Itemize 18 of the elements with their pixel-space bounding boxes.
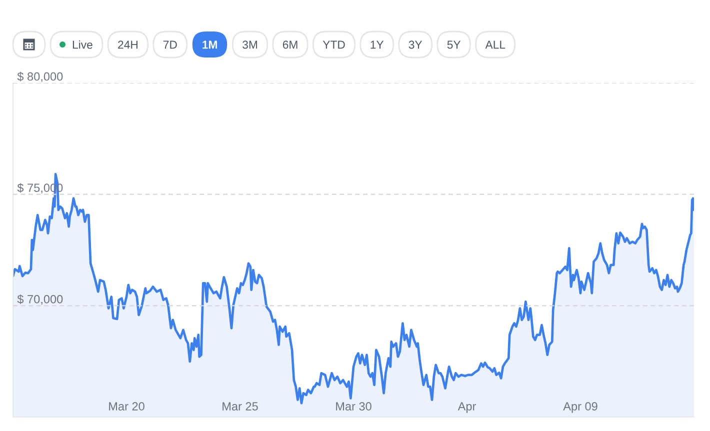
text: 5Y (447, 40, 461, 49)
y-tick-label: $ 70,000 (17, 294, 63, 305)
x-tick-label: Mar 20 (109, 402, 144, 410)
x-tick-label: Apr 09 (563, 402, 598, 413)
x-tick-label: Mar 30 (336, 402, 372, 410)
text: 1Y (370, 40, 384, 49)
y-tick-label: $ 80,000 (17, 72, 63, 82)
text: Live (72, 40, 92, 49)
text: 7D (163, 40, 177, 49)
text: 3Y (408, 40, 422, 49)
text: 3M (242, 40, 258, 49)
text: YTD (322, 40, 345, 49)
x-tick-label: Apr (458, 402, 476, 413)
text: ALL (485, 40, 506, 49)
text: 24H (118, 40, 138, 49)
text: 6M (282, 40, 298, 49)
text: 1M (202, 40, 217, 49)
x-tick-label: Mar 25 (222, 402, 258, 410)
